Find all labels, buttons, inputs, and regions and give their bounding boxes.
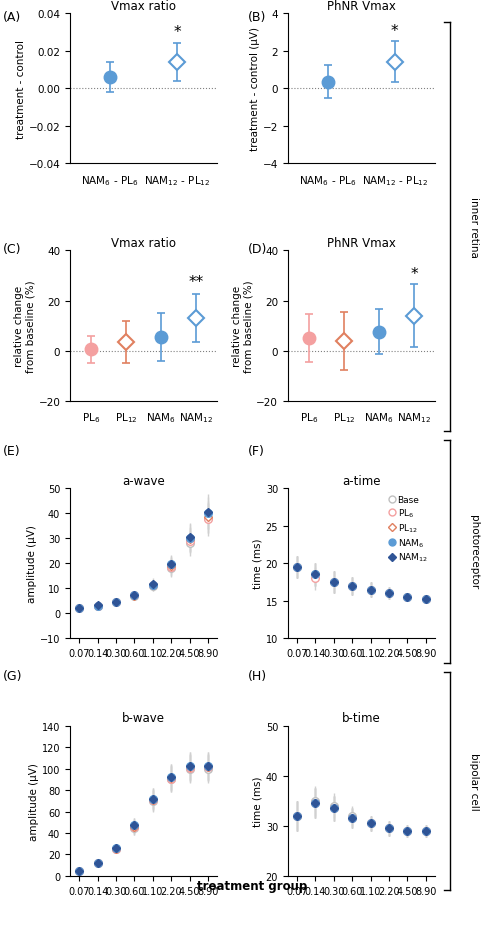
Title: a-wave: a-wave [122,475,165,488]
Y-axis label: relative change
from baseline (%): relative change from baseline (%) [14,280,36,373]
Y-axis label: relative change
from baseline (%): relative change from baseline (%) [232,280,254,373]
Y-axis label: amplitude (μV): amplitude (μV) [27,525,37,603]
Legend: Base, PL$_6$, PL$_{12}$, NAM$_6$, NAM$_{12}$: Base, PL$_6$, PL$_{12}$, NAM$_6$, NAM$_{… [387,493,430,566]
Text: (E): (E) [2,445,20,458]
Title: a-time: a-time [342,475,380,488]
Text: (D): (D) [248,243,267,256]
Title: b-time: b-time [342,712,381,725]
Title: b-wave: b-wave [122,712,165,725]
Y-axis label: amplitude (μV): amplitude (μV) [29,762,39,840]
Y-axis label: time (ms): time (ms) [253,776,263,826]
Y-axis label: treatment - control (μV): treatment - control (μV) [250,27,260,151]
Title: Vmax ratio: Vmax ratio [111,237,176,250]
Title: PhNR Vmax: PhNR Vmax [327,0,396,13]
Text: *: * [391,24,398,39]
Text: (A): (A) [2,11,21,24]
Text: (F): (F) [248,445,264,458]
Text: bipolar cell: bipolar cell [469,752,479,810]
Text: (B): (B) [248,11,266,24]
Text: (C): (C) [2,243,21,256]
Text: (H): (H) [248,669,266,682]
Text: *: * [173,25,181,40]
Title: PhNR Vmax: PhNR Vmax [327,237,396,250]
Text: **: ** [188,275,204,290]
Text: photoreceptor: photoreceptor [469,514,479,589]
Y-axis label: time (ms): time (ms) [253,539,263,589]
Text: inner retina: inner retina [469,197,479,258]
Text: (G): (G) [2,669,22,682]
Title: Vmax ratio: Vmax ratio [111,0,176,13]
Text: treatment group: treatment group [198,879,308,892]
Text: *: * [410,266,418,281]
Y-axis label: treatment - control: treatment - control [16,40,26,138]
